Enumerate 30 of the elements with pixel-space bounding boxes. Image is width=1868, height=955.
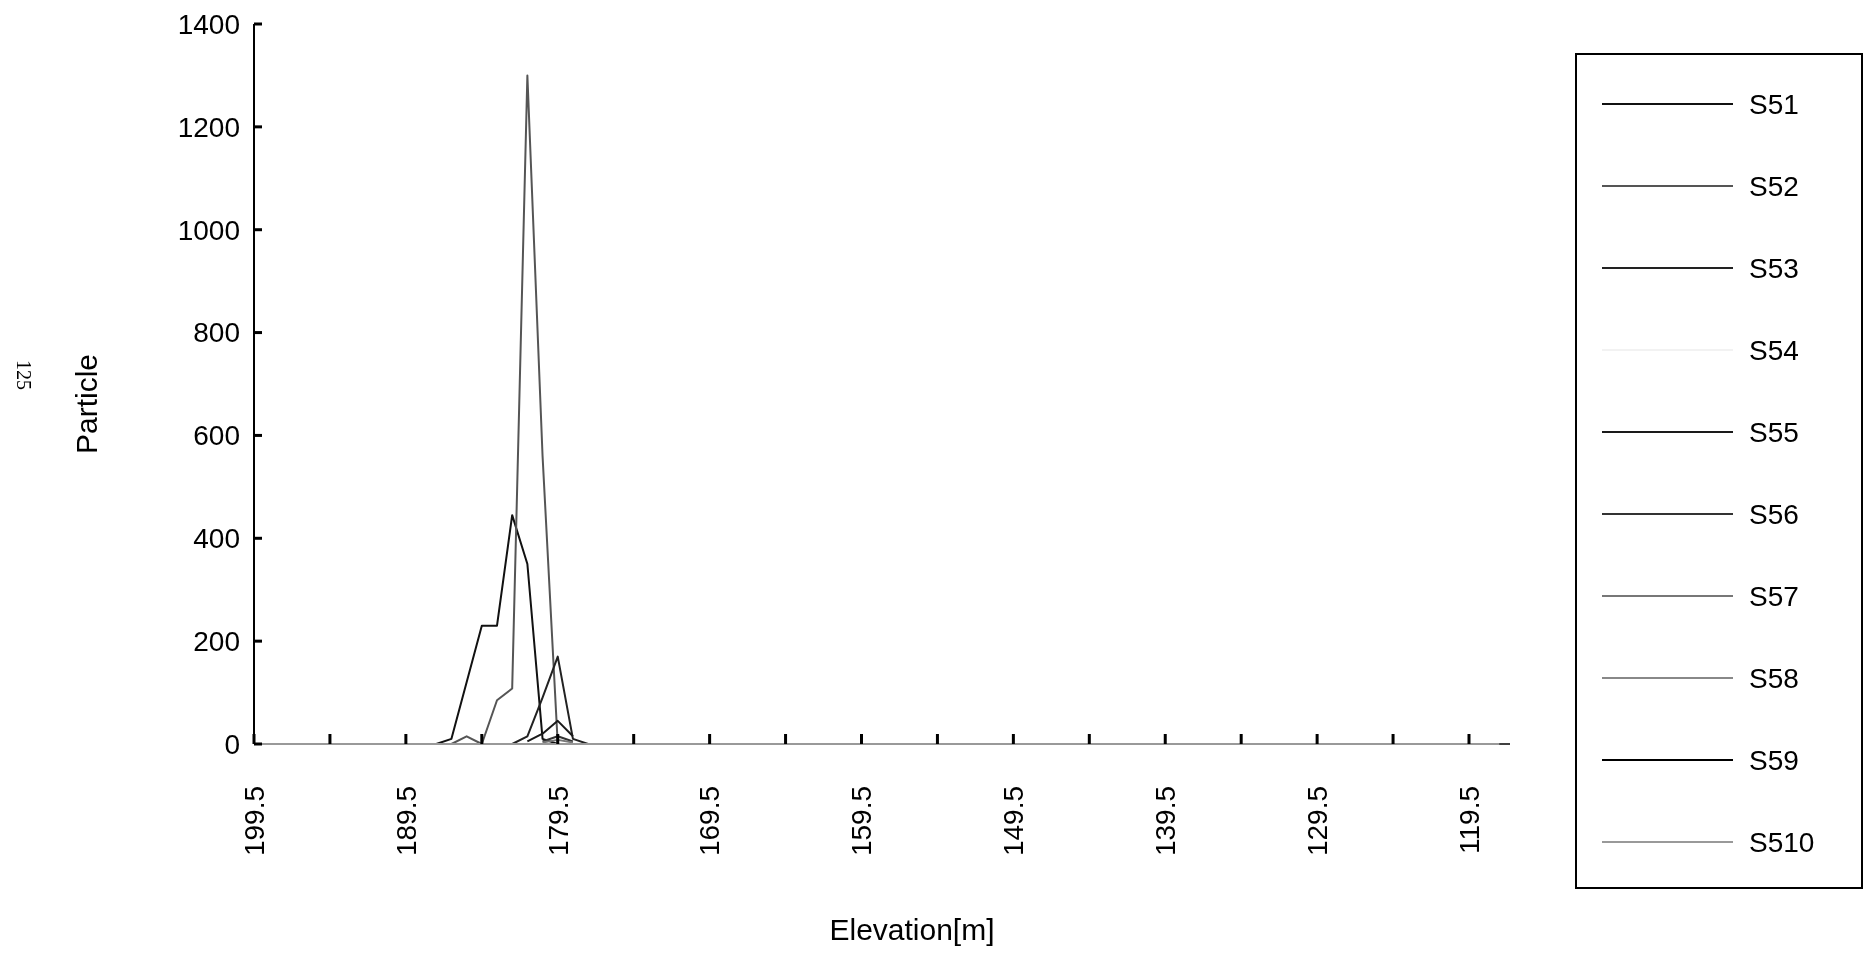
x-tick-label: 129.5: [1301, 786, 1333, 857]
x-tick-label: 199.5: [238, 786, 270, 857]
y-axis-title: Particle: [69, 353, 103, 455]
y-tick-label: 0: [224, 728, 240, 760]
x-tick-label: 119.5: [1453, 786, 1485, 854]
y-tick-label: 1200: [177, 111, 240, 143]
x-axis-title: Elevation[m]: [829, 913, 995, 946]
legend-label: S54: [1749, 334, 1799, 366]
legend-label: S55: [1749, 416, 1799, 448]
y-tick-label: 800: [193, 317, 240, 349]
x-tick-label: 179.5: [542, 786, 574, 857]
y-tick-label: 200: [193, 625, 240, 657]
legend-label: S57: [1749, 580, 1799, 612]
legend-label: S56: [1749, 498, 1799, 530]
legend-label: S51: [1749, 88, 1799, 120]
y-tick-label: 1400: [177, 8, 240, 40]
text: 125: [13, 360, 35, 390]
legend-label: S52: [1749, 170, 1799, 202]
x-tick-label: 189.5: [390, 786, 422, 857]
legend-label: S53: [1749, 252, 1799, 284]
legend-label: S510: [1749, 826, 1815, 858]
x-tick-label: 149.5: [998, 786, 1030, 857]
x-tick-label: 159.5: [846, 786, 878, 857]
y-tick-label: 400: [193, 523, 240, 555]
x-tick-label: 169.5: [694, 786, 726, 857]
x-tick-label: 139.5: [1150, 786, 1182, 857]
y-tick-label: 600: [193, 420, 240, 452]
legend-label: S59: [1749, 744, 1799, 776]
y-tick-label: 1000: [177, 214, 240, 246]
legend-label: S58: [1749, 662, 1799, 694]
